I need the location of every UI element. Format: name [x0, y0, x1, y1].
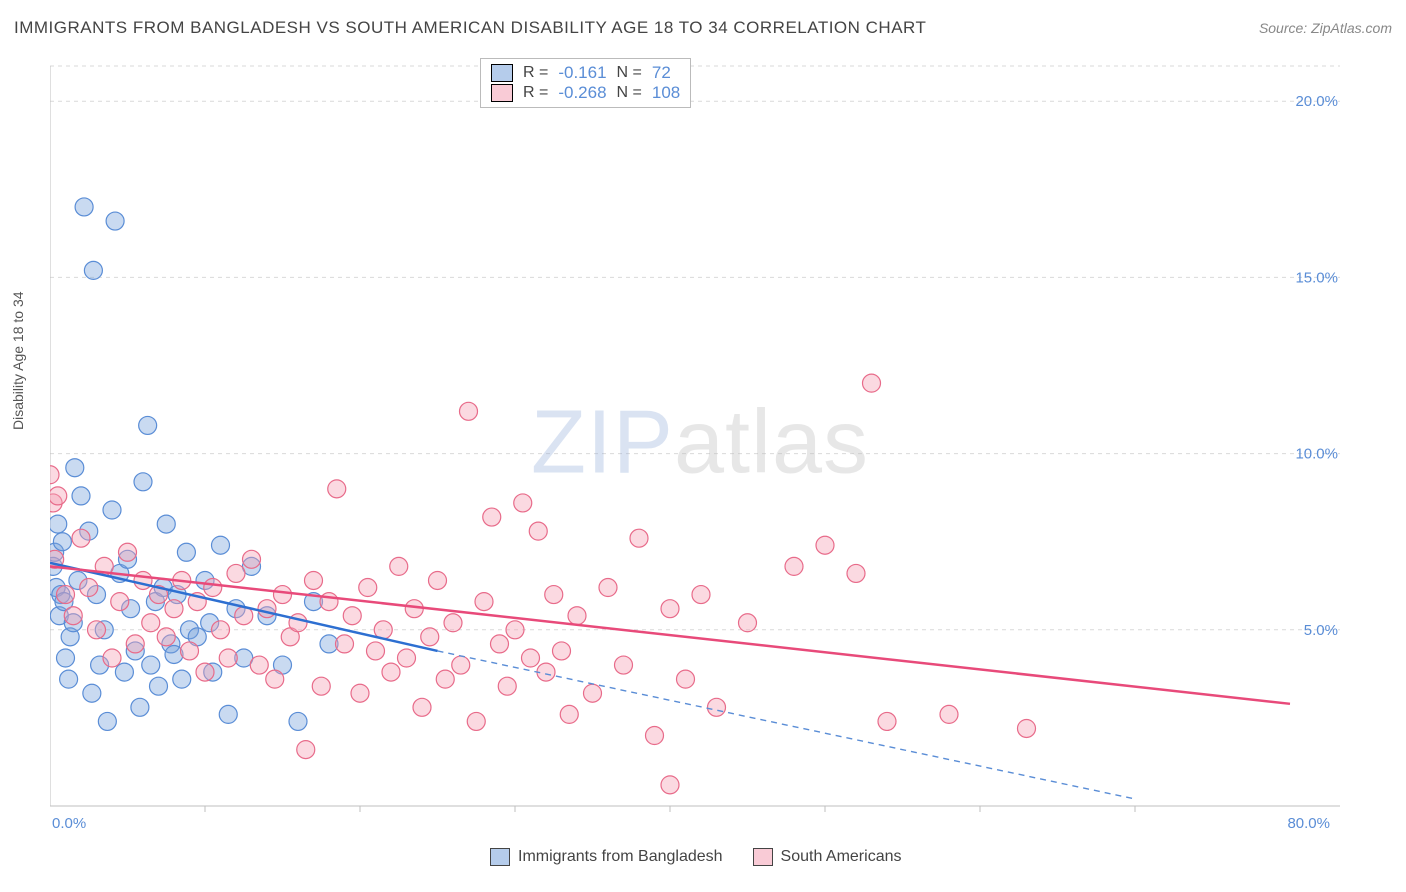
r-label: R =	[523, 84, 548, 102]
scatter-chart: 5.0% 10.0% 15.0% 20.0% 0.0% 80.0%	[50, 58, 1350, 828]
swatch-pink	[491, 84, 513, 102]
chart-title: IMMIGRANTS FROM BANGLADESH VS SOUTH AMER…	[14, 18, 926, 38]
legend-row: R = -0.268 N = 108	[491, 83, 680, 103]
r-value: -0.268	[558, 83, 606, 103]
svg-text:15.0%: 15.0%	[1295, 269, 1338, 286]
swatch-pink	[753, 848, 773, 866]
header-row: IMMIGRANTS FROM BANGLADESH VS SOUTH AMER…	[14, 18, 1392, 38]
svg-text:0.0%: 0.0%	[52, 815, 86, 828]
legend-item: South Americans	[753, 848, 902, 866]
svg-text:20.0%: 20.0%	[1295, 93, 1338, 110]
n-label: N =	[617, 64, 642, 82]
r-value: -0.161	[558, 63, 606, 83]
y-axis-label: Disability Age 18 to 34	[10, 291, 26, 430]
swatch-blue	[491, 64, 513, 82]
plot-area: 5.0%10.0%15.0%20.0%0.0%80.0% ZIPatlas R …	[50, 58, 1350, 828]
legend-row: R = -0.161 N = 72	[491, 63, 680, 83]
legend-label: South Americans	[781, 848, 902, 866]
series-legend: Immigrants from Bangladesh South America…	[490, 848, 901, 866]
source-attribution: Source: ZipAtlas.com	[1259, 20, 1392, 36]
svg-text:5.0%: 5.0%	[1304, 622, 1338, 639]
svg-text:10.0%: 10.0%	[1295, 446, 1338, 463]
legend-label: Immigrants from Bangladesh	[518, 848, 723, 866]
swatch-blue	[490, 848, 510, 866]
source-label: Source:	[1259, 20, 1311, 36]
correlation-legend: R = -0.161 N = 72 R = -0.268 N = 108	[480, 58, 691, 108]
n-label: N =	[617, 84, 642, 102]
svg-text:80.0%: 80.0%	[1287, 815, 1330, 828]
n-value: 72	[652, 63, 671, 83]
r-label: R =	[523, 64, 548, 82]
n-value: 108	[652, 83, 680, 103]
source-link[interactable]: ZipAtlas.com	[1311, 20, 1392, 36]
legend-item: Immigrants from Bangladesh	[490, 848, 723, 866]
